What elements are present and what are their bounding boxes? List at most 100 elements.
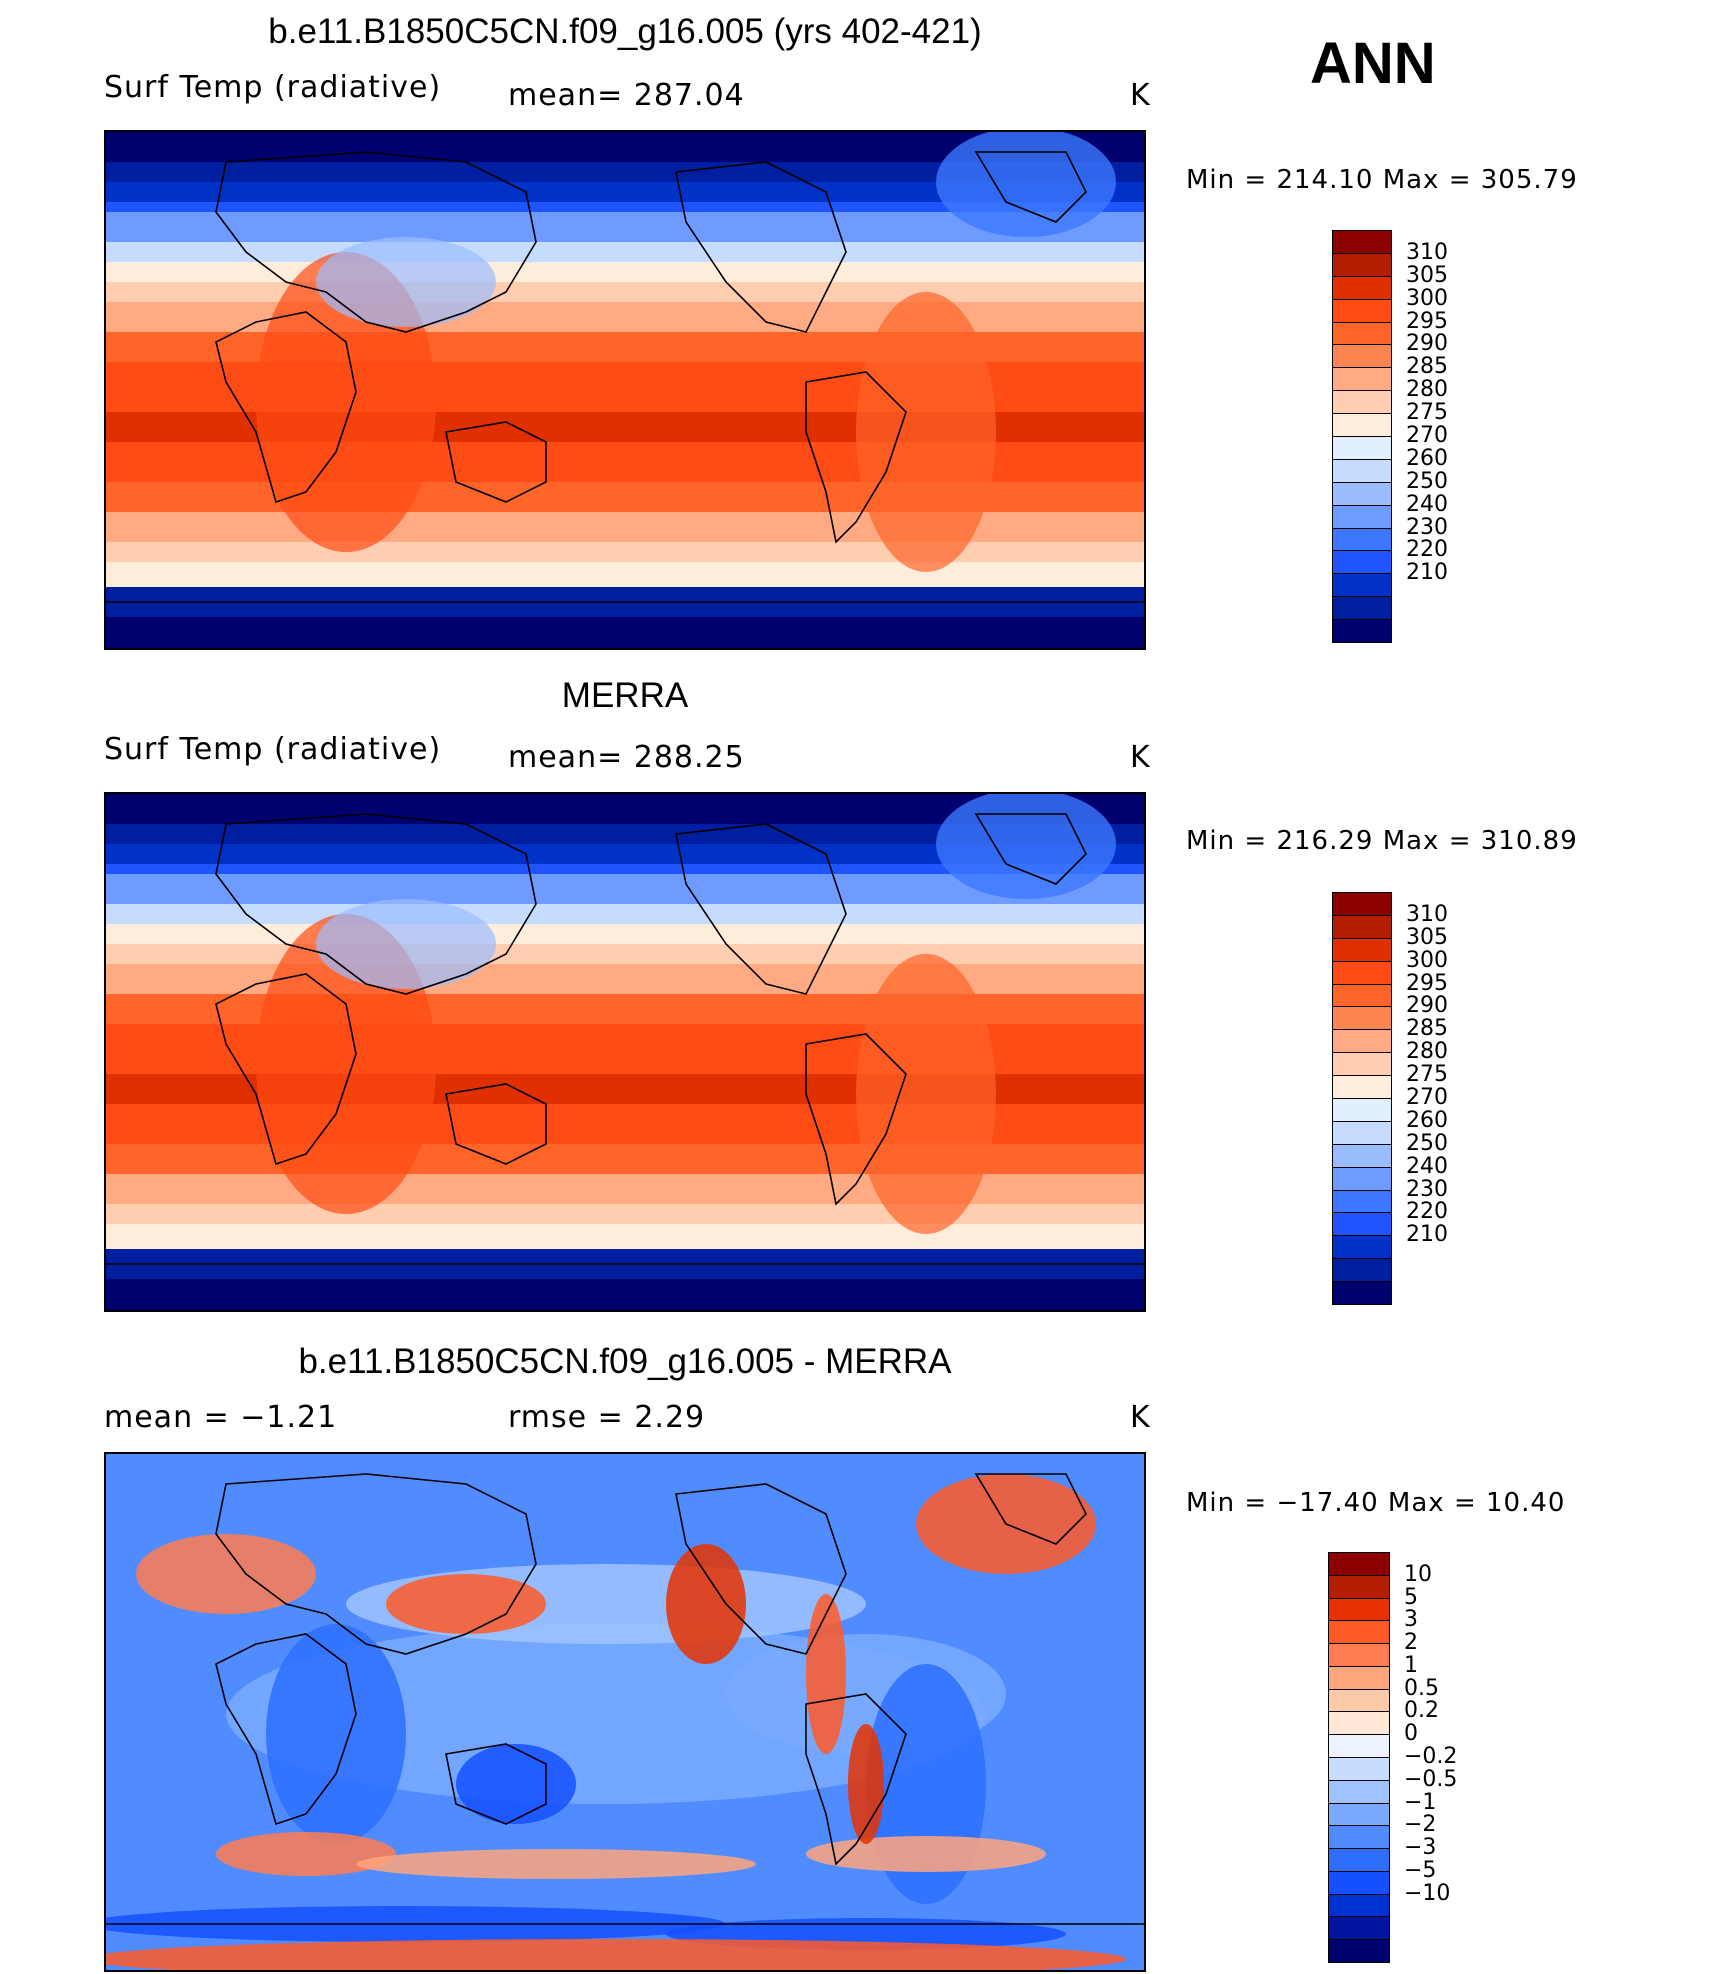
coastline: [675, 161, 847, 333]
panel3-title: b.e11.B1850C5CN.f09_g16.005 - MERRA: [298, 1342, 952, 1381]
field-band: [106, 814, 1144, 825]
colorbar-tick-label: 250: [1406, 468, 1448, 494]
colorbar-swatch: [1332, 1006, 1392, 1031]
colorbar-swatch: [1328, 1665, 1390, 1690]
coastline: [675, 1483, 847, 1655]
field-band: [106, 422, 1144, 433]
field-band: [106, 362, 1144, 373]
field-antarctica-interior: [106, 617, 1144, 648]
colorbar-swatch: [1332, 252, 1392, 277]
field-greenland: [936, 794, 1116, 899]
field-band: [106, 824, 1144, 835]
panel3-colorbar: 10 5 3 2 1 0.5 0.2 0 −0.2 −0.5 −1 −2 −3 −5 −10: [1326, 1552, 1536, 1963]
field-band: [106, 292, 1144, 303]
panel1-units: K: [1130, 78, 1151, 113]
colorbar-swatch: [1328, 1916, 1390, 1941]
field-band: [106, 1034, 1144, 1045]
panel1-colorbar: 310 305 300 295 290 285 280 275 270 260 250 240 230 2…: [1332, 230, 1532, 643]
field-band: [106, 1124, 1144, 1135]
colorbar-tick-label: 0: [1404, 1721, 1418, 1747]
field-band: [106, 1004, 1144, 1015]
diff-region: [136, 1534, 316, 1614]
field-band: [106, 1044, 1144, 1055]
panel1-map: [104, 130, 1146, 650]
colorbar-swatch: [1328, 1688, 1390, 1713]
field-band: [106, 974, 1144, 985]
field-band: [106, 1134, 1144, 1145]
coastline: [675, 823, 847, 995]
colorbar-swatch: [1332, 573, 1392, 598]
colorbar-tick-label: 310: [1406, 239, 1448, 265]
colorbar-tick-label: 280: [1406, 1039, 1448, 1065]
colorbar-swatch: [1332, 1189, 1392, 1214]
field-band: [106, 1054, 1144, 1065]
colorbar-tick-label: 220: [1406, 537, 1448, 563]
field-band: [106, 794, 1144, 805]
colorbar-swatch: [1332, 504, 1392, 529]
colorbar-swatch: [1332, 1258, 1392, 1283]
field-band: [106, 944, 1144, 955]
field-band: [106, 262, 1144, 273]
field-band: [106, 562, 1144, 573]
colorbar-tick-label: 210: [1406, 1222, 1448, 1248]
field-band: [106, 412, 1144, 423]
colorbar-tick-label: 280: [1406, 377, 1448, 403]
diff-region: [806, 1836, 1046, 1872]
colorbar-swatch: [1332, 527, 1392, 552]
field-band: [106, 874, 1144, 885]
diff-region: [386, 1574, 546, 1634]
field-band: [106, 322, 1144, 333]
colorbar-tick-label: 240: [1406, 491, 1448, 517]
colorbar-tick-label: −0.5: [1404, 1766, 1458, 1792]
colorbar-swatch: [1328, 1779, 1390, 1804]
field-band: [106, 282, 1144, 293]
colorbar-swatch: [1332, 344, 1392, 369]
field-band: [106, 312, 1144, 323]
season-label: ANN: [1310, 31, 1436, 96]
field-band: [106, 302, 1144, 313]
colorbar-swatch: [1332, 1212, 1392, 1237]
diff-region: [848, 1724, 884, 1844]
coastline: [215, 1633, 357, 1826]
field-band: [106, 432, 1144, 443]
colorbar-swatch: [1332, 550, 1392, 575]
field-band: [106, 1164, 1144, 1175]
field-south-america: [856, 292, 996, 572]
field-band: [106, 1074, 1144, 1085]
colorbar-swatch: [1332, 1098, 1392, 1122]
colorbar-tick-label: 295: [1406, 308, 1448, 334]
coastline: [805, 1693, 907, 1866]
diff-region: [666, 1544, 746, 1664]
colorbar-tick-label: −3: [1404, 1835, 1437, 1861]
panel2-units: K: [1130, 740, 1151, 775]
diff-region: [216, 1832, 396, 1876]
panel2-map-field: [106, 794, 1144, 1310]
field-band: [106, 904, 1144, 915]
colorbar-swatch: [1332, 481, 1392, 506]
field-band: [106, 212, 1144, 223]
diff-region: [356, 1849, 756, 1879]
colorbar-swatch: [1328, 1734, 1390, 1758]
panel2-minmax: Min = 216.29 Max = 310.89: [1186, 826, 1578, 856]
colorbar-tick-label: 270: [1406, 1085, 1448, 1110]
field-band: [106, 142, 1144, 153]
colorbar-swatch: [1328, 1848, 1390, 1872]
field-tibet: [316, 899, 496, 989]
field-band: [106, 1194, 1144, 1205]
panel3-map-field: [106, 1454, 1144, 1970]
colorbar-tick-label: 290: [1406, 331, 1448, 357]
coastline: [974, 813, 1087, 885]
panel1-title: b.e11.B1850C5CN.f09_g16.005 (yrs 402-421…: [268, 12, 982, 51]
field-band: [106, 332, 1144, 343]
field-band: [106, 1114, 1144, 1125]
colorbar-swatch: [1332, 275, 1392, 300]
field-band: [106, 242, 1144, 253]
panel1-minmax: Min = 214.10 Max = 305.79: [1186, 165, 1578, 195]
colorbar-tick-label: 2: [1404, 1630, 1418, 1656]
field-band: [106, 1084, 1144, 1095]
colorbar-tick-label: 220: [1406, 1199, 1448, 1225]
field-band: [106, 1024, 1144, 1035]
field-band: [106, 392, 1144, 403]
colorbar-swatch: [1328, 1574, 1390, 1599]
panel1-map-field: [106, 132, 1144, 648]
